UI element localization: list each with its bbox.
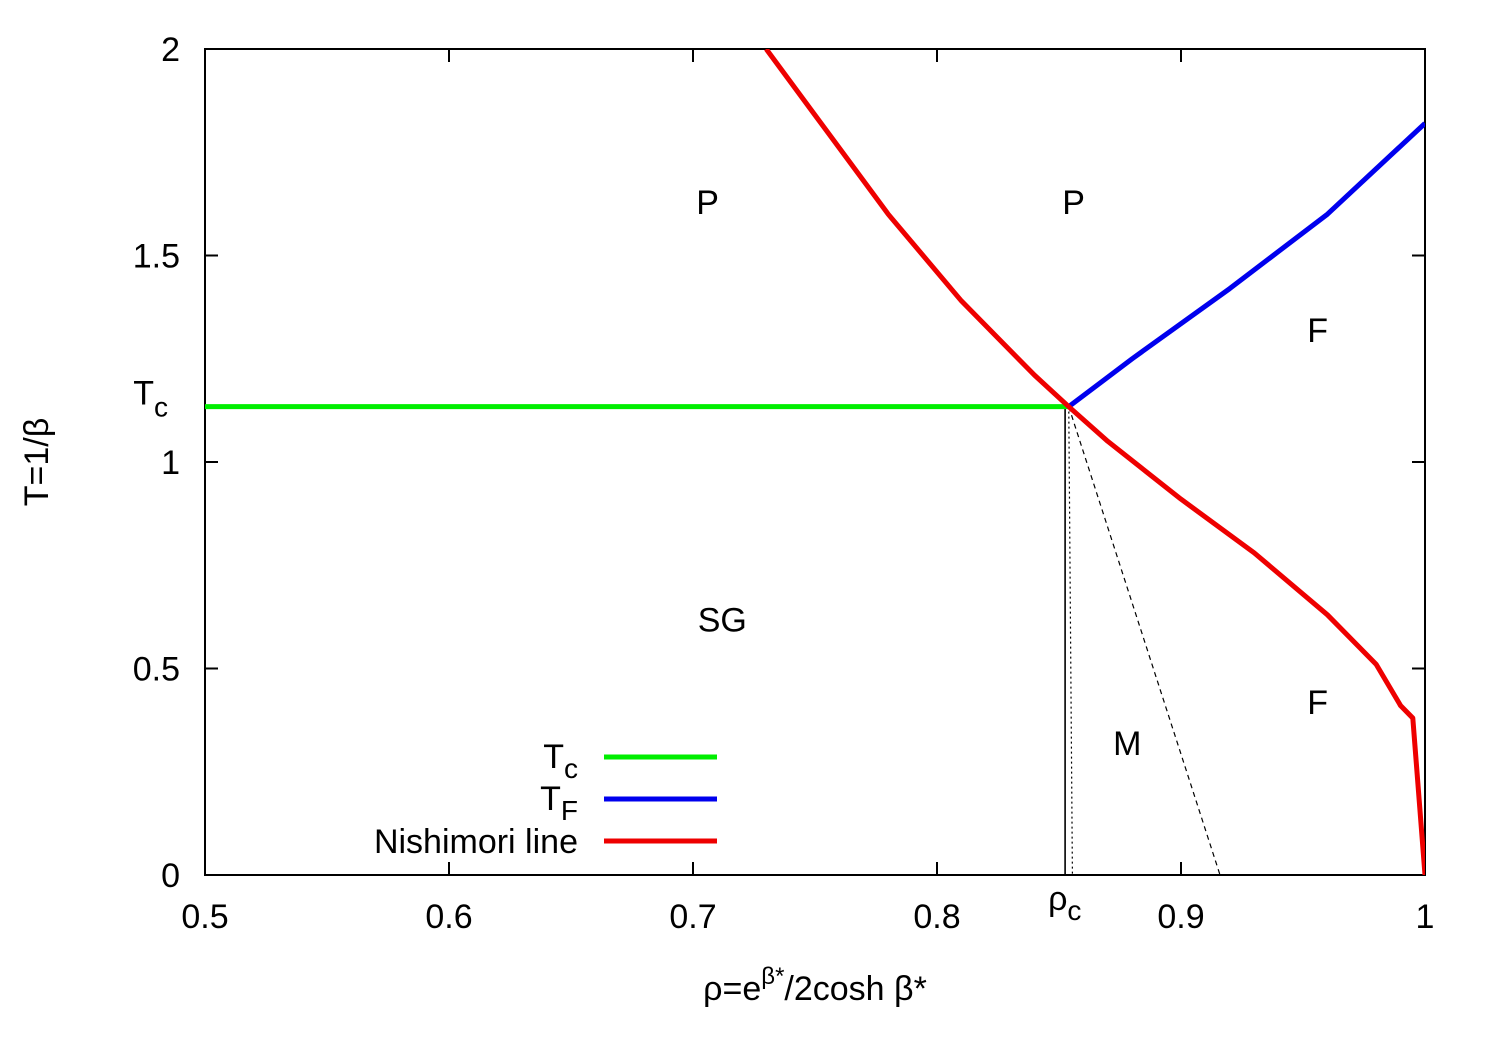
plot-border	[204, 48, 1426, 876]
legend-label-tf: TF	[540, 780, 578, 826]
y-axis-label: T=1/β	[18, 418, 56, 507]
tc-tick-base: T	[133, 375, 154, 413]
x-axis-label-sup: β*	[761, 963, 784, 990]
x-tick-label: 0.6	[425, 898, 472, 936]
rhoc-tick-sub: c	[1067, 895, 1081, 926]
x-tick-label: 0.5	[181, 898, 228, 936]
x-tick-label: 0.9	[1157, 898, 1204, 936]
boundary-dotted	[1068, 406, 1074, 876]
legend-tc-base: T	[543, 738, 564, 776]
x-tick-label: 0.7	[669, 898, 716, 936]
boundary-dashed	[1068, 406, 1221, 876]
region-label-sg: SG	[698, 601, 747, 639]
region-label-f: F	[1307, 684, 1328, 722]
rhoc-tick-base: ρ	[1048, 880, 1067, 918]
region-labels: P P F SG M F	[696, 184, 1328, 763]
x-axis-label-rest: /2cosh β*	[784, 970, 926, 1008]
phase-boundaries	[1064, 406, 1221, 876]
rhoc-tick-label: ρc	[1048, 880, 1081, 926]
x-axis-label-base: ρ=e	[703, 970, 761, 1008]
y-tick-label: 1	[161, 444, 180, 482]
region-label-f: F	[1307, 312, 1328, 350]
y-axis-ticks: 0 0.5 1 1.5 2	[133, 31, 1425, 895]
region-label-p: P	[696, 184, 719, 222]
plot-frame	[204, 48, 1426, 876]
tc-tick-sub: c	[154, 392, 168, 423]
legend-tf-sub: F	[561, 795, 578, 826]
x-tick-label: 1	[1416, 898, 1435, 936]
x-tick-label: 0.8	[913, 898, 960, 936]
x-axis-ticks: 0.5 0.6 0.7 0.8 0.9 1	[181, 49, 1434, 936]
legend-label-nishimori: Nishimori line	[374, 823, 578, 861]
y-tick-label: 2	[161, 31, 180, 69]
legend-label-tc: Tc	[543, 738, 578, 784]
x-axis-label: ρ=eβ*/2cosh β*	[703, 963, 927, 1008]
tc-tick-label: Tc	[133, 375, 168, 423]
series-line-nishimori	[764, 49, 1425, 875]
y-tick-label: 0	[161, 857, 180, 895]
y-tick-label: 1.5	[133, 238, 180, 276]
region-label-m: M	[1113, 725, 1141, 763]
series-lines	[205, 49, 1425, 875]
region-label-p: P	[1062, 184, 1085, 222]
series-line-tf	[1067, 121, 1425, 409]
y-tick-label: 0.5	[133, 651, 180, 689]
legend: Tc TF Nishimori line	[374, 738, 717, 861]
legend-tc-sub: c	[564, 753, 578, 784]
legend-tf-base: T	[540, 780, 561, 818]
